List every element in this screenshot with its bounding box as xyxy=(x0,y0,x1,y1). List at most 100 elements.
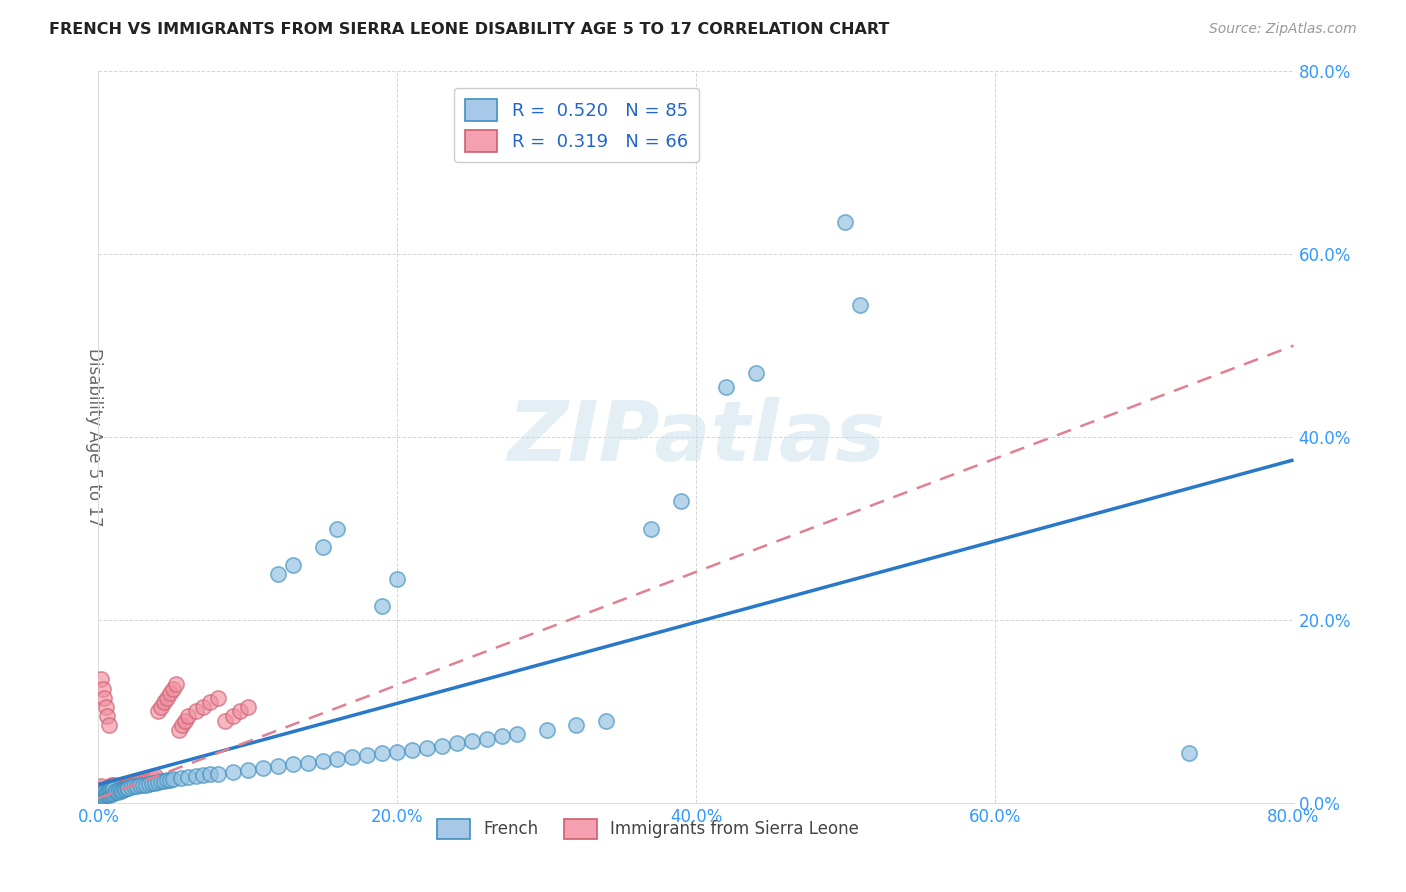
Point xyxy=(91,784,114,798)
Point xyxy=(491,729,513,743)
Point xyxy=(111,783,134,797)
Point xyxy=(93,785,115,799)
Point xyxy=(111,781,134,796)
Point xyxy=(416,740,439,755)
Point xyxy=(105,780,128,795)
Point xyxy=(124,780,146,794)
Point xyxy=(89,787,111,801)
Y-axis label: Disability Age 5 to 17: Disability Age 5 to 17 xyxy=(84,348,103,526)
Point xyxy=(461,733,484,747)
Point xyxy=(90,791,112,805)
Point xyxy=(162,681,184,696)
Point xyxy=(107,785,129,799)
Point xyxy=(177,770,200,784)
Point xyxy=(107,780,129,794)
Point xyxy=(191,768,214,782)
Point xyxy=(148,705,170,719)
Point xyxy=(103,778,125,792)
Text: Source: ZipAtlas.com: Source: ZipAtlas.com xyxy=(1209,22,1357,37)
Text: FRENCH VS IMMIGRANTS FROM SIERRA LEONE DISABILITY AGE 5 TO 17 CORRELATION CHART: FRENCH VS IMMIGRANTS FROM SIERRA LEONE D… xyxy=(49,22,890,37)
Point xyxy=(148,774,170,789)
Point xyxy=(114,782,136,797)
Point xyxy=(281,757,304,772)
Point xyxy=(141,770,163,784)
Point xyxy=(150,773,173,788)
Point xyxy=(93,690,115,705)
Point xyxy=(115,781,138,796)
Point xyxy=(156,690,179,705)
Point xyxy=(156,772,179,787)
Point xyxy=(141,775,163,789)
Point xyxy=(97,785,120,799)
Point xyxy=(135,772,157,786)
Point xyxy=(120,780,142,795)
Point xyxy=(342,750,364,764)
Point xyxy=(138,776,160,790)
Point xyxy=(640,521,662,535)
Point xyxy=(159,772,181,787)
Point xyxy=(267,759,290,773)
Point xyxy=(150,699,173,714)
Point xyxy=(385,745,409,759)
Point xyxy=(174,714,197,728)
Point xyxy=(745,366,768,380)
Point xyxy=(101,779,124,793)
Point xyxy=(89,791,111,805)
Point xyxy=(94,699,117,714)
Point xyxy=(401,743,423,757)
Point xyxy=(112,782,135,797)
Point xyxy=(98,784,122,798)
Point xyxy=(108,783,131,797)
Point xyxy=(127,774,149,789)
Point xyxy=(91,790,114,805)
Point xyxy=(91,787,114,801)
Point xyxy=(167,723,190,737)
Point xyxy=(184,705,207,719)
Legend: French, Immigrants from Sierra Leone: French, Immigrants from Sierra Leone xyxy=(430,812,866,846)
Point xyxy=(120,776,142,790)
Point xyxy=(135,778,157,792)
Point xyxy=(595,714,617,728)
Point xyxy=(311,540,333,554)
Point xyxy=(97,718,120,732)
Point xyxy=(96,785,118,799)
Point xyxy=(96,781,118,796)
Point xyxy=(565,718,588,732)
Point xyxy=(326,752,349,766)
Point xyxy=(446,736,468,750)
Point xyxy=(90,789,112,803)
Point xyxy=(94,782,117,797)
Point xyxy=(356,748,378,763)
Point xyxy=(97,784,120,798)
Point xyxy=(94,787,117,801)
Point xyxy=(191,699,214,714)
Point xyxy=(1178,746,1201,760)
Point xyxy=(98,783,122,797)
Point xyxy=(297,756,319,770)
Point xyxy=(165,677,187,691)
Point xyxy=(200,695,222,709)
Point xyxy=(90,789,112,804)
Point xyxy=(110,784,132,798)
Point xyxy=(153,773,176,788)
Point xyxy=(89,782,111,797)
Point xyxy=(132,772,155,787)
Point xyxy=(132,778,155,792)
Point xyxy=(207,766,229,780)
Point xyxy=(101,782,124,797)
Point xyxy=(103,782,125,797)
Point xyxy=(252,761,274,775)
Point xyxy=(267,567,290,582)
Point xyxy=(117,778,139,792)
Point xyxy=(184,769,207,783)
Point xyxy=(129,779,152,793)
Point xyxy=(105,784,128,798)
Point xyxy=(117,781,139,796)
Point xyxy=(236,699,259,714)
Point xyxy=(200,767,222,781)
Point xyxy=(90,673,112,687)
Point xyxy=(536,723,558,737)
Point xyxy=(138,771,160,785)
Point xyxy=(143,769,166,783)
Point xyxy=(98,780,122,794)
